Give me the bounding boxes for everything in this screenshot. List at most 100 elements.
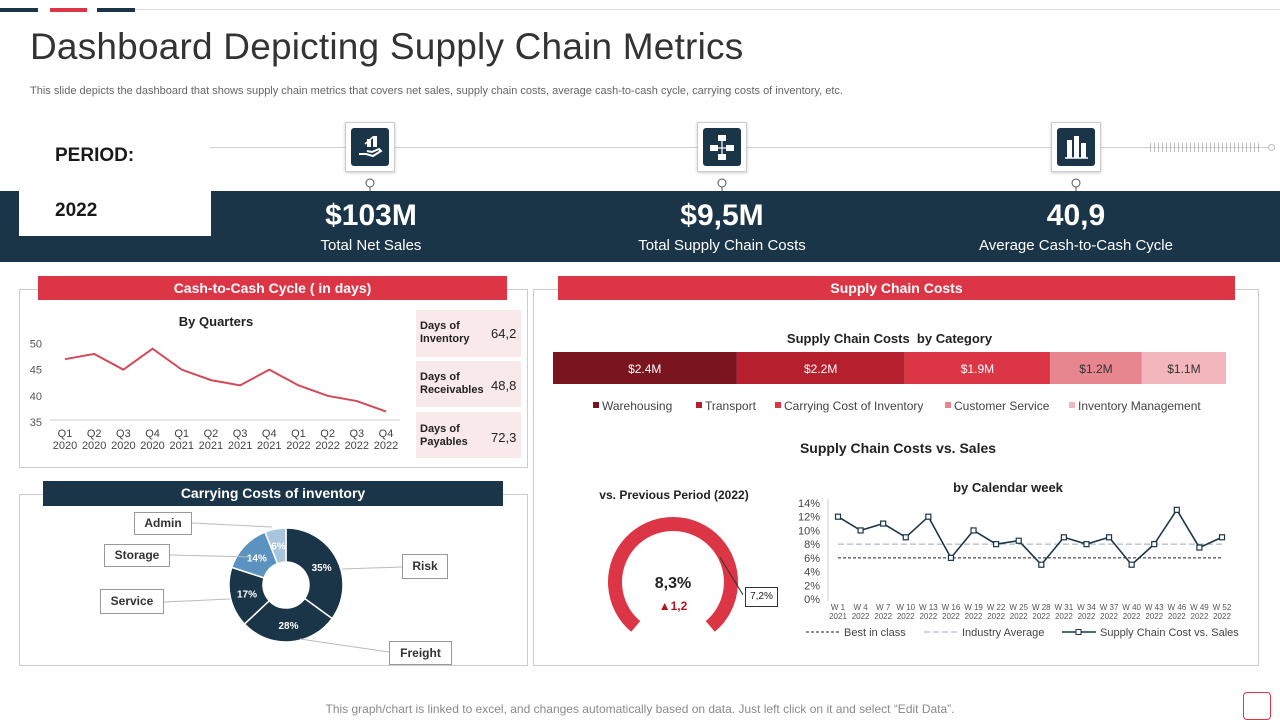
weekly-x-tick-week: W 43 [1145,603,1164,612]
weekly-point [1060,534,1067,541]
accent-bar-mid [50,8,87,12]
pin-icon-2 [717,178,727,191]
period-gauge[interactable] [603,512,743,637]
weekly-point [1083,541,1090,548]
weekly-x-tick-week: W 22 [987,603,1006,612]
donut-leader-line [191,522,273,528]
weekly-x-tick-year: 2022 [1055,612,1073,621]
donut-slice-risk [285,527,344,620]
weekly-x-tick-year: 2022 [919,612,937,621]
timeline-end-dot [1268,144,1275,151]
page-title: Dashboard Depicting Supply Chain Metrics [30,26,744,67]
weekly-x-tick-week: W 28 [1032,603,1051,612]
category-legend-label-3: Customer Service [954,399,1050,413]
weekly-x-tick-year: 2022 [1213,612,1231,621]
donut-slice-admin [264,527,287,565]
weekly-y-tick: 14% [798,498,820,510]
quarters-x-tick: Q3 2020 [111,428,135,452]
carrying-donut-chart[interactable]: 35% 28% 17% 14% 6% [20,507,520,664]
quarters-y-tick: 40 [30,391,42,403]
gauge-value: 8,3% [654,575,692,592]
weekly-x-tick-week: W 25 [1009,603,1028,612]
weekly-x-tick-year: 2022 [1100,612,1118,621]
weekly-point [902,534,909,541]
days-receivables-label-2: Receivables [420,384,484,396]
donut-value-risk: 35% [312,563,332,574]
weekly-y-tick: 12% [798,512,820,524]
quarters-x-tick-quarter: Q3 [116,428,131,440]
gauge-prev-value: 7,2% [750,591,773,602]
weekly-y-tick: 6% [804,553,820,565]
weekly-x-tick-week: W 31 [1055,603,1074,612]
category-legend-swatch-1 [696,402,702,408]
weekly-x-tick: W 7 2022 [874,603,892,621]
days-payables-label-2: Payables [420,436,468,448]
quarters-x-tick: Q2 2022 [315,428,339,452]
quarters-x-tick: Q4 2020 [140,428,164,452]
weekly-x-tick: W 25 2022 [1009,603,1028,621]
kpi-value-supply-costs: $9,5M [680,199,764,232]
period-label: PERIOD: [55,145,135,166]
quarters-x-tick-year: 2022 [374,440,398,452]
period-year-box[interactable] [19,187,211,236]
weekly-point [993,541,1000,548]
category-bar-label-3: $1.2M [1079,362,1112,376]
donut-slice-freight [243,597,334,643]
cash-cycle-header: Cash-to-Cash Cycle ( in days) [38,276,507,300]
category-bar-label-2: $1.9M [961,362,994,376]
weekly-x-tick-year: 2022 [1191,612,1209,621]
days-receivables-value: 48,8 [491,378,517,393]
category-bar-0 [553,352,737,384]
days-box-receivables [416,361,521,407]
weekly-x-tick-week: W 37 [1100,603,1119,612]
corner-box[interactable] [1243,692,1271,720]
weekly-x-tick: W 52 2022 [1213,603,1232,621]
days-inventory-value: 64,2 [491,326,517,341]
donut-leader-line [169,554,253,558]
quarters-x-tick: Q4 2022 [374,428,398,452]
page-subtitle: This slide depicts the dashboard that sh… [30,85,843,97]
quarters-x-tick: Q1 2022 [286,428,310,452]
category-legend-label-1: Transport [705,399,757,413]
quarters-x-tick-year: 2020 [140,440,164,452]
category-stacked-bar[interactable]: $2.4M $2.2M $1.9M $1.2M $1.1M Warehousing Tran… [553,352,1226,420]
weekly-x-tick-year: 2021 [829,612,847,621]
category-legend-label-0: Warehousing [602,399,672,413]
weekly-x-tick: W 13 2022 [919,603,938,621]
weekly-x-tick: W 49 2022 [1190,603,1209,621]
category-legend-swatch-3 [945,402,951,408]
pin-icon-1 [365,178,375,191]
days-receivables-label-1: Days of [420,371,460,383]
category-legend-swatch-2 [775,402,781,408]
weekly-point [1173,506,1180,513]
weekly-point [834,513,842,520]
kpi-icon-box-2 [697,122,747,172]
quarters-x-tick-year: 2021 [199,440,223,452]
quarters-x-tick: Q3 2022 [345,428,369,452]
weekly-x-tick-week: W 46 [1167,603,1186,612]
donut-value-storage: 14% [247,554,267,565]
footnote: This graph/chart is linked to excel, and… [325,702,955,716]
kpi-band [0,191,1280,262]
gauge-title: vs. Previous Period (2022) [599,488,749,502]
quarters-x-tick-quarter: Q2 [320,428,335,440]
weekly-x-tick-week: W 7 [876,603,891,612]
category-bar-3 [1050,352,1142,384]
kpi-icon-box-1 [345,122,395,172]
kpi-label-net-sales: Total Net Sales [320,237,422,254]
donut-leader-line [299,638,390,653]
category-bar-4 [1141,352,1226,384]
quarters-x-tick-quarter: Q2 [87,428,102,440]
weekly-x-tick-week: W 52 [1213,603,1232,612]
quarters-x-tick: Q1 2021 [169,428,193,452]
donut-value-freight: 28% [279,621,299,632]
quarters-series-line [64,347,387,413]
up-triangle-icon: ▲ [658,599,671,613]
gauge-delta-value: 1,2 [670,599,688,613]
weekly-y-tick: 8% [804,539,820,551]
days-box-payables [416,412,521,458]
pin-icon-3 [1071,178,1081,191]
building-chart-icon [1065,136,1088,159]
